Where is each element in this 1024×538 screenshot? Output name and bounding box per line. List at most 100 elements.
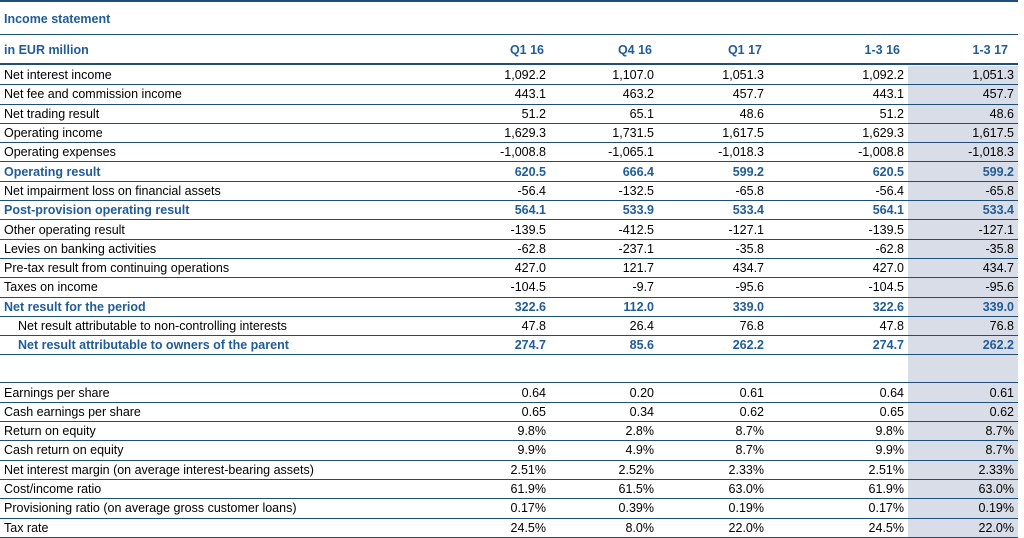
row-value: 322.6: [768, 297, 908, 317]
row-value: 65.1: [550, 104, 658, 124]
row-value: 22.0%: [658, 518, 768, 538]
row-value: 48.6: [658, 104, 768, 124]
table-row: Taxes on income -104.5 -9.7 -95.6 -104.5 -95.…: [0, 277, 1018, 298]
row-value: 262.2: [908, 335, 1018, 356]
row-label: Return on equity: [0, 421, 440, 442]
row-value: 434.7: [658, 258, 768, 279]
table-row: Net impairment loss on financial assets -…: [0, 181, 1018, 202]
row-value: -132.5: [550, 181, 658, 202]
row-value: -1,008.8: [440, 142, 550, 163]
table-row: Net result attributable to owners of the…: [0, 335, 1018, 356]
row-label: Cost/income ratio: [0, 479, 440, 500]
row-value: [768, 354, 908, 384]
row-label: [0, 354, 440, 384]
row-value: 0.17%: [768, 498, 908, 519]
row-label: Taxes on income: [0, 277, 440, 298]
row-value: 2.8%: [550, 421, 658, 442]
row-value: 51.2: [768, 104, 908, 124]
row-label: Net trading result: [0, 104, 440, 124]
row-value: 8.7%: [658, 440, 768, 461]
row-value: -56.4: [440, 181, 550, 202]
col-header-q1-16: Q1 16: [509, 43, 544, 57]
row-value: -237.1: [550, 239, 658, 259]
row-value: 24.5%: [440, 518, 550, 538]
table-body: Net interest income 1,092.2 1,107.0 1,051.3…: [0, 66, 1018, 538]
row-value: -139.5: [768, 219, 908, 240]
row-value: 0.64: [440, 382, 550, 403]
row-value: 63.0%: [658, 479, 768, 500]
row-value: 1,051.3: [658, 66, 768, 86]
table-row: [0, 354, 1018, 384]
table-row: Operating expenses -1,008.8 -1,065.1 -1,018…: [0, 142, 1018, 163]
row-value: 339.0: [908, 297, 1018, 317]
row-value: 76.8: [908, 316, 1018, 337]
table-row: Provisioning ratio (on average gross cus…: [0, 498, 1018, 519]
row-value: 76.8: [658, 316, 768, 337]
row-value: 112.0: [550, 297, 658, 317]
row-value: 1,731.5: [550, 123, 658, 144]
row-value: 51.2: [440, 104, 550, 124]
table-row: Other operating result -139.5 -412.5 -127.1…: [0, 219, 1018, 240]
row-value: 8.0%: [550, 518, 658, 538]
row-value: 8.7%: [908, 440, 1018, 461]
table-row: Return on equity 9.8% 2.8% 8.7% 9.8% 8.7%: [0, 421, 1018, 442]
row-value: 85.6: [550, 335, 658, 356]
row-value: -62.8: [440, 239, 550, 259]
table-row: Net result for the period 322.6 112.0 339.0…: [0, 297, 1018, 317]
table-row: Post-provision operating result 564.1 533.…: [0, 200, 1018, 221]
row-value: 2.33%: [658, 460, 768, 480]
row-label: Net result attributable to non-controlli…: [0, 316, 440, 337]
row-label: Operating result: [0, 161, 440, 182]
row-value: 620.5: [768, 161, 908, 182]
row-value: 666.4: [550, 161, 658, 182]
row-value: 22.0%: [908, 518, 1018, 538]
row-value: 26.4: [550, 316, 658, 337]
row-value: 463.2: [550, 84, 658, 105]
row-value: -104.5: [768, 277, 908, 298]
row-value: 48.6: [908, 104, 1018, 124]
row-value: [908, 354, 1018, 384]
row-value: 0.20: [550, 382, 658, 403]
row-value: 2.51%: [768, 460, 908, 480]
row-label: Tax rate: [0, 518, 440, 538]
table-title-bar: Income statement: [0, 0, 1018, 35]
table-header: in EUR million Q1 16 Q4 16 Q1 17 1-3 16 …: [0, 35, 1018, 65]
table-title: Income statement: [4, 12, 111, 26]
row-label: Earnings per share: [0, 382, 440, 403]
row-value: 47.8: [440, 316, 550, 337]
row-value: 1,107.0: [550, 66, 658, 86]
row-value: 427.0: [768, 258, 908, 279]
row-label: Net impairment loss on financial assets: [0, 181, 440, 202]
row-value: 2.52%: [550, 460, 658, 480]
row-value: 63.0%: [908, 479, 1018, 500]
row-value: 1,629.3: [768, 123, 908, 144]
row-label: Levies on banking activities: [0, 239, 440, 259]
row-value: 0.61: [908, 382, 1018, 403]
row-value: 620.5: [440, 161, 550, 182]
col-header-q1-17: Q1 17: [727, 43, 762, 57]
row-label: Cash return on equity: [0, 440, 440, 461]
row-value: 0.65: [768, 402, 908, 423]
row-value: -104.5: [440, 277, 550, 298]
table-row: Pre-tax result from continuing operation…: [0, 258, 1018, 279]
row-value: 0.62: [908, 402, 1018, 423]
row-label: Operating expenses: [0, 142, 440, 163]
table-row: Net interest margin (on average interest…: [0, 460, 1018, 480]
row-value: -65.8: [658, 181, 768, 202]
row-value: 533.9: [550, 200, 658, 221]
row-value: 1,051.3: [908, 66, 1018, 86]
row-value: 533.4: [658, 200, 768, 221]
col-header-1-3-16: 1-3 16: [864, 43, 900, 57]
row-value: 1,092.2: [440, 66, 550, 86]
table-row: Levies on banking activities -62.8 -237.1-…: [0, 239, 1018, 259]
row-value: 0.19%: [658, 498, 768, 519]
row-label: Net interest margin (on average interest…: [0, 460, 440, 480]
row-value: 0.64: [768, 382, 908, 403]
table-row: Net result attributable to non-controlli…: [0, 316, 1018, 337]
table-row: Cost/income ratio 61.9% 61.5% 63.0% 61.9% 63.…: [0, 479, 1018, 500]
table-row: Net fee and commission income 443.1 463.2 4…: [0, 84, 1018, 105]
row-label: Post-provision operating result: [0, 200, 440, 221]
row-value: 434.7: [908, 258, 1018, 279]
row-value: -1,018.3: [658, 142, 768, 163]
row-value: 121.7: [550, 258, 658, 279]
